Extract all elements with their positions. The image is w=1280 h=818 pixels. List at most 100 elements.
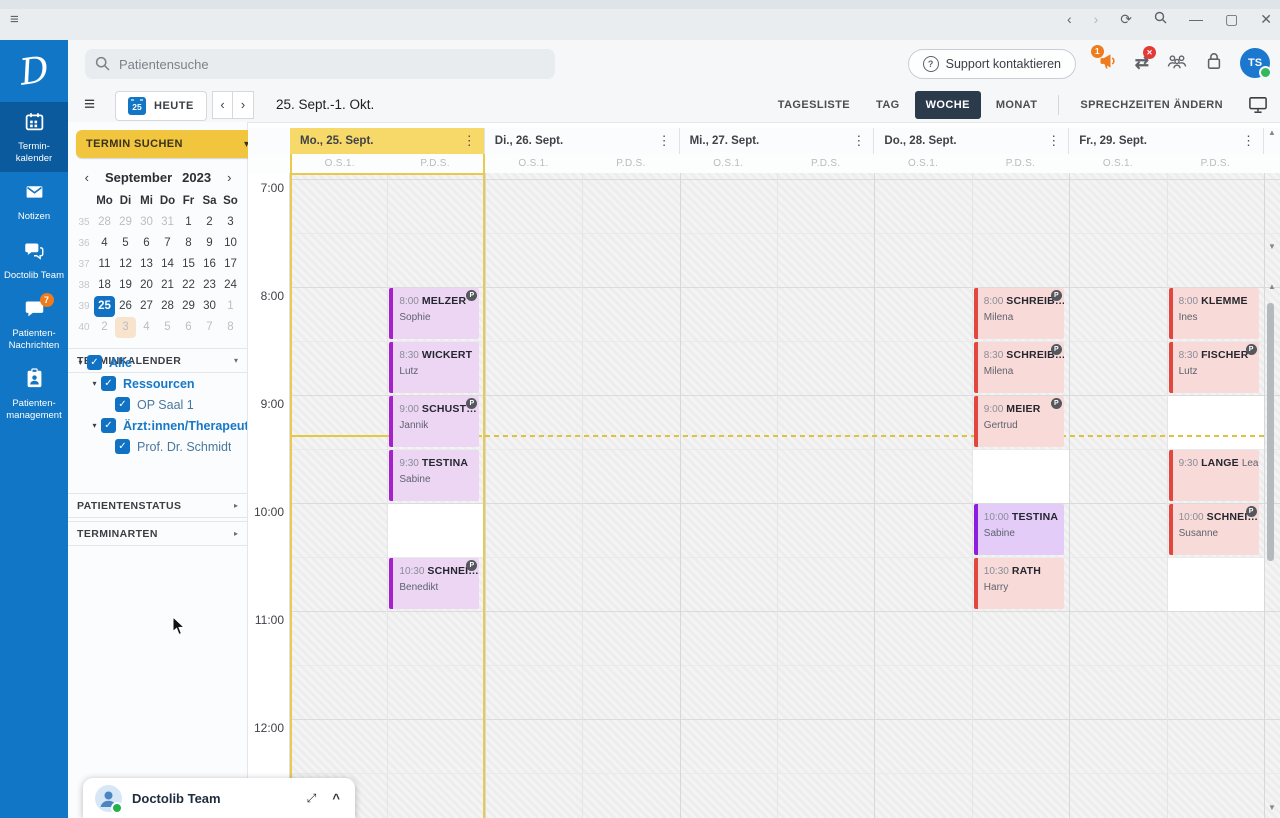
minical-day[interactable]: 28 — [98, 216, 111, 228]
calendar-menu-icon[interactable]: ≡ — [84, 94, 96, 115]
minical-day[interactable]: 26 — [119, 300, 132, 312]
browser-reload-icon[interactable]: ⟳ — [1120, 11, 1133, 27]
open-slot[interactable] — [387, 503, 485, 557]
day-menu-icon[interactable]: ⋮ — [1047, 133, 1061, 148]
doctolib-team-chat-widget[interactable]: Doctolib Team ⤢ ^ — [83, 778, 355, 818]
minical-day[interactable]: 30 — [140, 216, 153, 228]
sidebar-item-notizen[interactable]: Notizen — [0, 172, 68, 231]
minical-day[interactable]: 1 — [185, 216, 192, 228]
appointment-block[interactable]: 9:00 SCHUST… Jannik P — [389, 396, 480, 447]
monitor-icon[interactable] — [1248, 96, 1268, 114]
team-icon[interactable] — [1166, 51, 1188, 76]
announcements-icon[interactable]: 1 — [1090, 44, 1118, 76]
browser-forward-icon[interactable]: › — [1093, 11, 1099, 27]
day-header-3[interactable]: Do., 28. Sept. ⋮ — [874, 128, 1070, 154]
appointment-block[interactable]: 10:00 TESTINA Sabine — [973, 504, 1064, 555]
minical-day[interactable]: 3 — [227, 216, 234, 228]
checkbox-checked-icon[interactable]: ✓ — [115, 439, 130, 454]
appointment-block[interactable]: 8:30 WICKERT Lutz — [389, 342, 480, 393]
minical-day[interactable]: 10 — [224, 237, 237, 249]
minical-day[interactable]: 8 — [227, 321, 234, 333]
minical-day[interactable]: 31 — [161, 216, 174, 228]
prev-week-button[interactable]: ‹ — [212, 91, 233, 119]
appointment-block[interactable]: 8:30 FISCHER Lutz P — [1168, 342, 1259, 393]
minical-day[interactable]: 4 — [101, 237, 108, 249]
minical-day[interactable]: 25 — [94, 296, 115, 317]
minical-day[interactable]: 30 — [203, 300, 216, 312]
browser-back-icon[interactable]: ‹ — [1066, 11, 1072, 27]
appointment-block[interactable]: 8:30 SCHREIB… Milena P — [973, 342, 1064, 393]
minical-day[interactable]: 29 — [119, 216, 132, 228]
section-terminarten[interactable]: TERMINARTEN ▸ — [68, 521, 247, 546]
minical-day[interactable]: 9 — [206, 237, 213, 249]
minical-day[interactable]: 20 — [140, 279, 153, 291]
minical-day[interactable]: 27 — [140, 300, 153, 312]
tree-item-alle[interactable]: ▾ ✓ Alle — [68, 352, 247, 373]
termin-suchen-button[interactable]: TERMIN SUCHEN ▾ — [76, 130, 259, 158]
window-minimize-icon[interactable]: — — [1189, 11, 1204, 27]
minical-day[interactable]: 6 — [185, 321, 192, 333]
tree-item--rzt-innen-therapeut-in[interactable]: ▾ ✓ Ärzt:innen/Therapeut:in — [68, 415, 247, 436]
scroll-down-icon[interactable]: ▼ — [1268, 242, 1276, 251]
scroll-up-icon[interactable]: ▲ — [1268, 282, 1276, 291]
scrollbar-thumb[interactable] — [1267, 303, 1274, 561]
appointment-block[interactable]: 10:30 RATH Harry — [973, 558, 1064, 609]
minical-day[interactable]: 2 — [206, 216, 213, 228]
window-restore-icon[interactable]: ▢ — [1225, 11, 1239, 27]
today-button[interactable]: 25 HEUTE — [115, 91, 207, 121]
sprechzeiten-aendern-button[interactable]: SPRECHZEITEN ÄNDERN — [1080, 99, 1223, 111]
day-header-4[interactable]: Fr., 29. Sept. ⋮ — [1069, 128, 1264, 154]
appointment-block[interactable]: 10:00 SCHNEI… Susanne P — [1168, 504, 1259, 555]
minical-day[interactable]: 7 — [164, 237, 171, 249]
minical-next-icon[interactable]: › — [227, 169, 232, 185]
section-patientenstatus[interactable]: PATIENTENSTATUS ▸ — [68, 493, 247, 518]
minical-day[interactable]: 23 — [203, 279, 216, 291]
view-tab-monat[interactable]: MONAT — [995, 99, 1038, 111]
minical-day[interactable]: 24 — [224, 279, 237, 291]
minical-day[interactable]: 11 — [98, 258, 111, 270]
minical-day[interactable]: 4 — [143, 321, 150, 333]
view-tab-tagesliste[interactable]: TAGESLISTE — [777, 99, 851, 111]
browser-search-icon[interactable] — [1154, 10, 1167, 28]
minical-day[interactable]: 18 — [98, 279, 111, 291]
minical-day[interactable]: 29 — [182, 300, 195, 312]
sidebar-item-terminkalender[interactable]: Termin-kalender — [0, 102, 68, 173]
expand-icon[interactable]: ⤢ — [306, 790, 317, 805]
view-tab-tag[interactable]: TAG — [876, 99, 900, 111]
minical-day[interactable]: 15 — [182, 258, 195, 270]
minical-day[interactable]: 1 — [227, 300, 234, 312]
user-avatar[interactable]: TS — [1240, 48, 1272, 79]
checkbox-checked-icon[interactable]: ✓ — [101, 376, 116, 391]
day-menu-icon[interactable]: ⋮ — [852, 133, 866, 148]
minical-day[interactable]: 21 — [161, 279, 174, 291]
tree-item-op-saal-1[interactable]: ✓ OP Saal 1 — [68, 394, 247, 415]
minical-day[interactable]: 12 — [119, 258, 132, 270]
minical-day[interactable]: 16 — [203, 258, 216, 270]
open-slot[interactable] — [1166, 557, 1264, 611]
minical-day[interactable]: 3 — [115, 317, 136, 338]
search-input[interactable] — [85, 49, 555, 79]
open-slot[interactable] — [971, 449, 1070, 503]
day-menu-icon[interactable]: ⋮ — [462, 133, 476, 148]
view-tab-woche[interactable]: WOCHE — [914, 91, 981, 119]
checkbox-checked-icon[interactable]: ✓ — [115, 397, 130, 412]
appointment-block[interactable]: 8:00 KLEMME Ines — [1168, 288, 1259, 339]
minical-day[interactable]: 5 — [164, 321, 171, 333]
appointment-block[interactable]: 9:00 MEIER Gertrud P — [973, 396, 1064, 447]
minical-day[interactable]: 5 — [122, 237, 129, 249]
checkbox-checked-icon[interactable]: ✓ — [87, 355, 102, 370]
tree-expand-icon[interactable]: ▾ — [92, 379, 97, 388]
minical-day[interactable]: 6 — [143, 237, 150, 249]
appointment-block[interactable]: 8:00 MELZER Sophie P — [389, 288, 480, 339]
sidebar-item-doctolib-team[interactable]: Doctolib Team — [0, 231, 68, 290]
tree-expand-icon[interactable]: ▾ — [92, 421, 97, 430]
sync-icon[interactable]: ⇄ ✕ — [1135, 46, 1156, 73]
minical-day[interactable]: 2 — [101, 321, 108, 333]
appointment-block[interactable]: 8:00 SCHREIB… Milena P — [973, 288, 1064, 339]
sidebar-item-patientenmanagement[interactable]: Patienten-management — [0, 359, 68, 429]
appointment-block[interactable]: 9:30 TESTINA Sabine — [389, 450, 480, 501]
day-header-2[interactable]: Mi., 27. Sept. ⋮ — [680, 128, 875, 154]
minical-prev-icon[interactable]: ‹ — [84, 169, 89, 185]
minical-day[interactable]: 22 — [182, 279, 195, 291]
day-header-1[interactable]: Di., 26. Sept. ⋮ — [485, 128, 680, 154]
